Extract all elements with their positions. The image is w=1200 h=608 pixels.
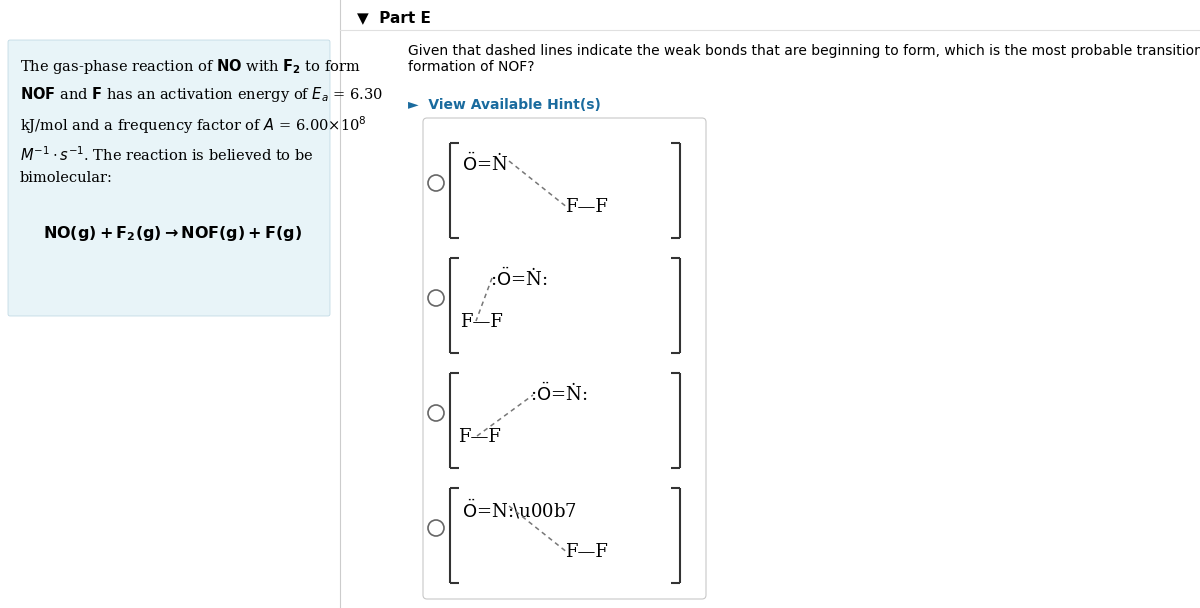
Text: F—F: F—F: [458, 428, 500, 446]
Text: $\ddot{\mathrm{O}}$=N:\u00b7: $\ddot{\mathrm{O}}$=N:\u00b7: [462, 498, 577, 521]
Circle shape: [428, 520, 444, 536]
Circle shape: [428, 405, 444, 421]
Text: ►  View Available Hint(s): ► View Available Hint(s): [408, 98, 601, 112]
Text: ▼  Part E: ▼ Part E: [358, 10, 431, 25]
Text: F—F: F—F: [565, 198, 608, 216]
Circle shape: [428, 290, 444, 306]
Text: F—F: F—F: [460, 313, 503, 331]
Text: The gas-phase reaction of $\mathbf{NO}$ with $\mathbf{F_2}$ to form
$\mathbf{NOF: The gas-phase reaction of $\mathbf{NO}$ …: [20, 57, 383, 185]
Text: F—F: F—F: [565, 543, 608, 561]
FancyBboxPatch shape: [8, 40, 330, 316]
Text: $\ddot{\mathrm{O}}$=Ṅ: $\ddot{\mathrm{O}}$=Ṅ: [462, 153, 509, 175]
Circle shape: [428, 175, 444, 191]
Text: $\mathbf{NO(g)+F_2(g)\rightarrow NOF(g)+F(g)}$: $\mathbf{NO(g)+F_2(g)\rightarrow NOF(g)+…: [42, 224, 301, 243]
Text: :$\ddot{\mathrm{O}}$=Ṅ:: :$\ddot{\mathrm{O}}$=Ṅ:: [530, 383, 587, 406]
FancyBboxPatch shape: [424, 118, 706, 599]
Text: Given that dashed lines indicate the weak bonds that are beginning to form, whic: Given that dashed lines indicate the wea…: [408, 44, 1200, 74]
Text: :$\ddot{\mathrm{O}}$=Ṅ:: :$\ddot{\mathrm{O}}$=Ṅ:: [490, 268, 547, 291]
